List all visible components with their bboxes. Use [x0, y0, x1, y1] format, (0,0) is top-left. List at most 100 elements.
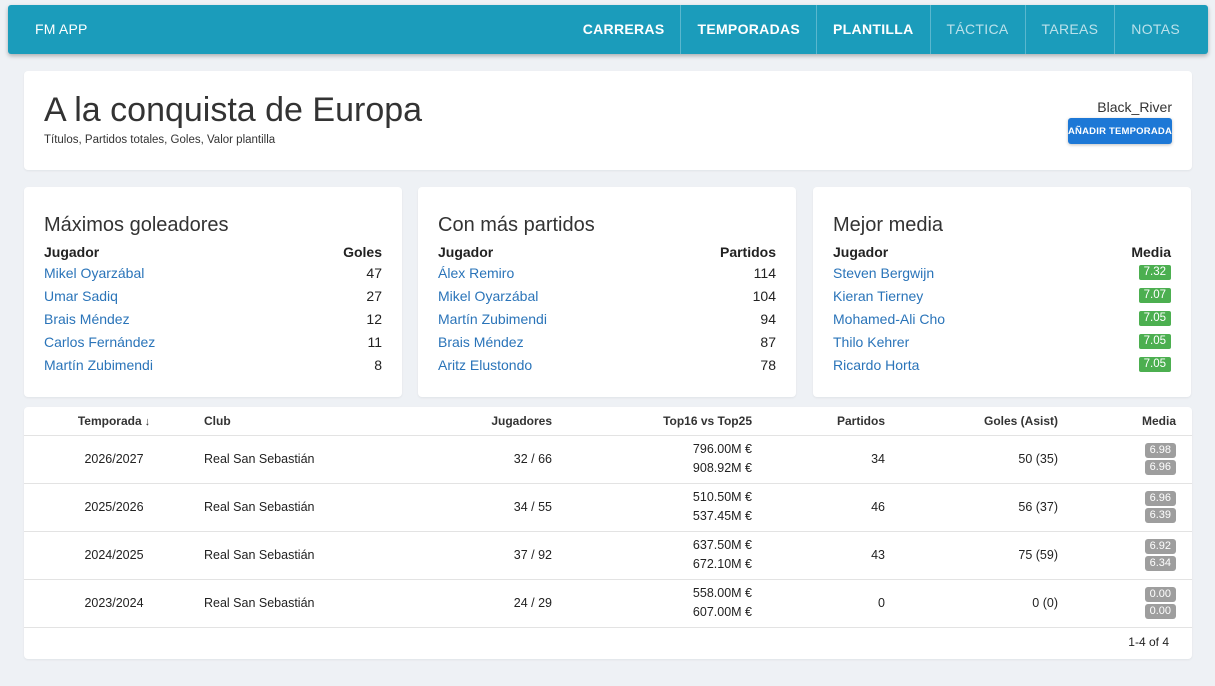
- top-cell: 796.00M €908.92M €: [552, 435, 752, 484]
- table-row[interactable]: 2026/2027 Real San Sebastián 32 / 66 796…: [24, 435, 1192, 484]
- player-link[interactable]: Steven Bergwijn: [833, 264, 935, 281]
- top-navbar: FM APP CARRERAS TEMPORADAS PLANTILLA TÁC…: [8, 5, 1208, 54]
- player-link[interactable]: Brais Méndez: [438, 333, 524, 350]
- nav-temporadas[interactable]: TEMPORADAS: [680, 5, 816, 54]
- pagination-info: 1-4 of 4: [1128, 635, 1169, 649]
- matches-value: 94: [760, 310, 776, 327]
- season-cell: 2024/2025: [24, 531, 204, 580]
- page-title: A la conquista de Europa: [44, 91, 423, 129]
- goals-cell: 0 (0): [885, 579, 1058, 628]
- header-club[interactable]: Club: [204, 407, 352, 436]
- player-link[interactable]: Kieran Tierney: [833, 287, 924, 304]
- rating-badge: 7.32: [1138, 265, 1171, 280]
- header-players[interactable]: Jugadores: [352, 407, 552, 436]
- most-matches-card: Con más partidos Jugador Partidos Álex R…: [418, 187, 796, 397]
- table-header-row: Temporada ↓ Club Jugadores Top16 vs Top25…: [24, 407, 1192, 436]
- player-link[interactable]: Umar Sadiq: [44, 287, 118, 304]
- header-season[interactable]: Temporada ↓: [24, 407, 204, 436]
- list-item: Thilo Kehrer 7.05: [833, 330, 1171, 353]
- club-cell: Real San Sebastián: [204, 579, 352, 628]
- player-link[interactable]: Ricardo Horta: [833, 356, 920, 373]
- seasons-table-card: Temporada ↓ Club Jugadores Top16 vs Top25…: [24, 407, 1192, 659]
- nav-notas[interactable]: NOTAS: [1114, 5, 1196, 54]
- nav-plantilla[interactable]: PLANTILLA: [816, 5, 929, 54]
- matches-cell: 46: [752, 483, 885, 532]
- career-header-card: A la conquista de Europa Títulos, Partid…: [24, 71, 1192, 170]
- list-item: Aritz Elustondo 78: [438, 353, 776, 376]
- best-rating-header: Jugador Media: [833, 243, 1171, 261]
- media-cell: 6.96 6.39: [1058, 483, 1192, 532]
- player-link[interactable]: Álex Remiro: [438, 264, 515, 281]
- matches-cell: 43: [752, 531, 885, 580]
- col-goals-header: Goles: [343, 244, 382, 260]
- player-link[interactable]: Brais Méndez: [44, 310, 130, 327]
- nav-tactica[interactable]: TÁCTICA: [929, 5, 1025, 54]
- player-link[interactable]: Aritz Elustondo: [438, 356, 533, 373]
- main-nav: CARRERAS TEMPORADAS PLANTILLA TÁCTICA TA…: [567, 5, 1196, 54]
- goals-value: 11: [367, 333, 382, 350]
- player-link[interactable]: Martín Zubimendi: [44, 356, 153, 373]
- list-item: Mikel Oyarzábal 47: [44, 261, 382, 284]
- top-cell: 558.00M €607.00M €: [552, 579, 752, 628]
- player-link[interactable]: Carlos Fernández: [44, 333, 156, 350]
- club-cell: Real San Sebastián: [204, 435, 352, 484]
- list-item: Ricardo Horta 7.05: [833, 353, 1171, 376]
- media-badge: 6.39: [1144, 508, 1176, 523]
- goals-value: 47: [366, 264, 382, 281]
- matches-value: 87: [760, 333, 776, 350]
- media-badge: 6.98: [1144, 443, 1176, 458]
- header-goals[interactable]: Goles (Asist): [885, 407, 1058, 436]
- header-media[interactable]: Media: [1058, 407, 1192, 436]
- header-top[interactable]: Top16 vs Top25: [552, 407, 752, 436]
- best-rating-title: Mejor media: [833, 214, 944, 236]
- list-item: Carlos Fernández 11: [44, 330, 382, 353]
- rating-badge: 7.07: [1138, 288, 1171, 303]
- player-link[interactable]: Mikel Oyarzábal: [44, 264, 145, 281]
- matches-value: 114: [753, 264, 776, 281]
- table-row[interactable]: 2024/2025 Real San Sebastián 37 / 92 637…: [24, 531, 1192, 580]
- list-item: Mohamed-Ali Cho 7.05: [833, 307, 1171, 330]
- col-player-header: Jugador: [833, 244, 889, 260]
- media-cell: 6.98 6.96: [1058, 435, 1192, 484]
- media-badge: 6.92: [1144, 539, 1176, 554]
- goals-value: 27: [366, 287, 382, 304]
- list-item: Brais Méndez 87: [438, 330, 776, 353]
- top-cell: 510.50M €537.45M €: [552, 483, 752, 532]
- top-cell: 637.50M €672.10M €: [552, 531, 752, 580]
- table-row[interactable]: 2025/2026 Real San Sebastián 34 / 55 510…: [24, 483, 1192, 532]
- player-link[interactable]: Mohamed-Ali Cho: [833, 310, 946, 327]
- list-item: Steven Bergwijn 7.32: [833, 261, 1171, 284]
- col-matches-header: Partidos: [719, 244, 776, 260]
- most-matches-header: Jugador Partidos: [438, 243, 776, 261]
- header-matches[interactable]: Partidos: [752, 407, 885, 436]
- media-cell: 6.92 6.34: [1058, 531, 1192, 580]
- player-link[interactable]: Mikel Oyarzábal: [438, 287, 539, 304]
- club-cell: Real San Sebastián: [204, 483, 352, 532]
- nav-carreras[interactable]: CARRERAS: [582, 21, 665, 37]
- season-cell: 2025/2026: [24, 483, 204, 532]
- season-cell: 2023/2024: [24, 579, 204, 628]
- sort-arrow-icon[interactable]: ↓: [144, 415, 151, 428]
- matches-value: 104: [752, 287, 776, 304]
- goals-value: 12: [366, 310, 382, 327]
- app-brand[interactable]: FM APP: [35, 21, 88, 37]
- col-player-header: Jugador: [44, 244, 100, 260]
- nav-tareas[interactable]: TAREAS: [1024, 5, 1115, 54]
- players-cell: 34 / 55: [352, 483, 552, 532]
- goals-cell: 56 (37): [885, 483, 1058, 532]
- goals-cell: 75 (59): [885, 531, 1058, 580]
- media-badge: 0.00: [1144, 587, 1176, 602]
- list-item: Álex Remiro 114: [438, 261, 776, 284]
- col-media-header: Media: [1131, 244, 1171, 260]
- players-cell: 32 / 66: [352, 435, 552, 484]
- list-item: Kieran Tierney 7.07: [833, 284, 1171, 307]
- add-season-button[interactable]: AÑADIR TEMPORADA: [1068, 118, 1172, 144]
- player-link[interactable]: Martín Zubimendi: [438, 310, 547, 327]
- media-badge: 6.96: [1144, 491, 1176, 506]
- list-item: Umar Sadiq 27: [44, 284, 382, 307]
- table-row[interactable]: 2023/2024 Real San Sebastián 24 / 29 558…: [24, 579, 1192, 628]
- media-badge: 6.96: [1144, 460, 1176, 475]
- seasons-table: Temporada ↓ Club Jugadores Top16 vs Top25…: [24, 407, 1192, 628]
- media-badge: 0.00: [1144, 604, 1176, 619]
- player-link[interactable]: Thilo Kehrer: [833, 333, 910, 350]
